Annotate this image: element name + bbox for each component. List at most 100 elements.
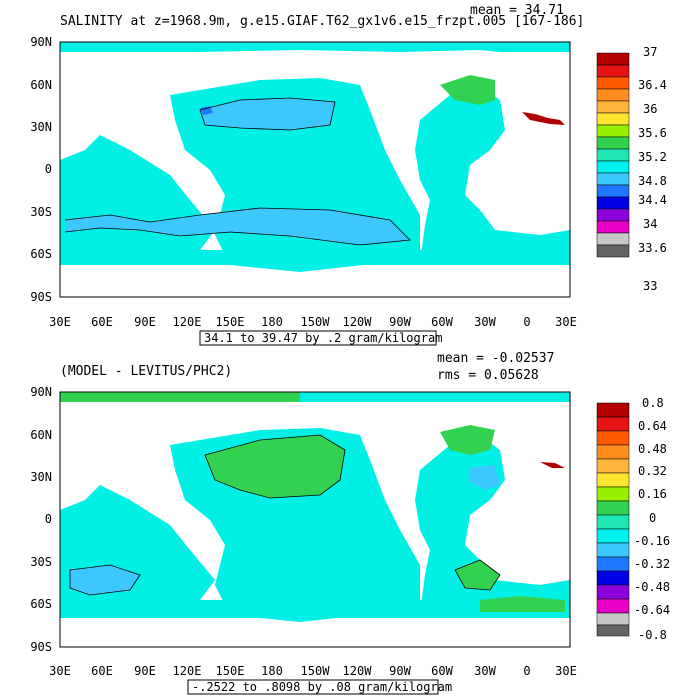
panel2-colorbar-label: -0.8 <box>638 628 667 642</box>
panel2-lon-label: 30E <box>555 664 577 678</box>
panel2-indian-blue <box>70 565 140 595</box>
panel1-lon-label: 180 <box>261 315 283 329</box>
panel2-contour <box>204 434 346 499</box>
panel1-lat-label: 30N <box>30 120 52 134</box>
panel2-ocean-arctic <box>60 392 300 402</box>
panel1-pacific-blue-patch <box>200 98 335 130</box>
panel1-lat-labels: 90N 60N 30N 0 30S 60S 90S <box>30 35 52 304</box>
panel2-lat-label: 0 <box>45 512 52 526</box>
panel1-ocean-southern <box>60 250 570 265</box>
panel2-lat-labels: 90N 60N 30N 0 30S 60S 90S <box>30 385 52 654</box>
panel1-colorbar-swatch <box>596 100 630 114</box>
panel1-title: SALINITY at z=1968.9m, g.e15.GIAF.T62_gx… <box>60 14 584 29</box>
panel2-colorbar-swatch <box>596 612 630 626</box>
panel2-colorbar-label: -0.32 <box>634 557 670 571</box>
panel2-lat-label: 30N <box>30 470 52 484</box>
salinity-panel: SALINITY at z=1968.9m, g.e15.GIAF.T62_gx… <box>30 3 667 346</box>
panel1-colorbar-label: 33 <box>643 279 657 293</box>
panel2-lon-label: 120E <box>173 664 202 678</box>
panel1-southern-blue-band <box>65 208 410 245</box>
panel2-north-atlantic-green <box>440 425 495 455</box>
panel2-contour-info-box <box>187 679 439 695</box>
panel1-colorbar-swatch <box>596 112 630 126</box>
panel2-colorbar-swatch <box>596 514 630 530</box>
panel1-lon-label: 60W <box>431 315 453 329</box>
panel1-lon-label: 0 <box>523 315 530 329</box>
panel1-lon-label: 120E <box>173 315 202 329</box>
panel2-colorbar-label: 0.48 <box>638 442 667 456</box>
panel1-colorbar-swatch <box>596 208 630 222</box>
panel1-contour-south <box>64 207 411 246</box>
panel1-map <box>59 41 571 298</box>
panel2-ocean-southern <box>60 600 570 618</box>
panel2-lon-label: 90W <box>389 664 411 678</box>
panel1-lat-label: 60N <box>30 78 52 92</box>
panel2-colorbar-swatch <box>596 402 630 418</box>
panel2-atlantic-blue <box>470 465 500 490</box>
panel2-rms: rms = 0.05628 <box>437 368 539 383</box>
panel2-frame <box>59 391 571 648</box>
panel2-lat-label: 90S <box>30 640 52 654</box>
panel2-contour-south <box>454 559 501 591</box>
panel2-lon-label: 120W <box>343 664 373 678</box>
panel2-colorbar-swatch <box>596 472 630 488</box>
panel2-lon-labels: 30E 60E 90E 120E 150E 180 150W 120W 90W … <box>49 664 577 678</box>
panel2-colorbar-label: 0.32 <box>638 464 667 478</box>
panel2-lon-label: 0 <box>523 664 530 678</box>
panel1-lon-label: 150E <box>216 315 245 329</box>
panel1-lon-label: 30E <box>49 315 71 329</box>
panel2-colorbar-swatch <box>596 542 630 558</box>
panel2-lon-label: 30W <box>474 664 496 678</box>
panel2-lat-label: 90N <box>30 385 52 399</box>
panel1-colorbar-swatch <box>596 232 630 246</box>
panel1-lat-label: 30S <box>30 205 52 219</box>
panel1-lat-label: 0 <box>45 162 52 176</box>
panel2-colorbar-swatch <box>596 416 630 432</box>
panel2-colorbar-label: -0.64 <box>634 603 670 617</box>
panel1-lon-label: 90W <box>389 315 411 329</box>
panel1-colorbar-swatch <box>596 124 630 138</box>
panel2-southern-green <box>480 596 565 612</box>
panel2-ocean-atlantic <box>415 435 570 615</box>
panel1-colorbar-swatch <box>596 172 630 186</box>
panel1-colorbar-label: 34 <box>643 217 657 231</box>
panel2-colorbar-label: 0 <box>649 511 656 525</box>
panel1-lon-label: 150W <box>301 315 331 329</box>
panel1-lat-label: 90S <box>30 290 52 304</box>
panel1-colorbar-label: 37 <box>643 45 657 59</box>
panel1-colorbar: 37 36.4 36 35.6 35.2 34.8 34.4 34 33.6 3… <box>596 45 667 293</box>
panel2-colorbar-swatch <box>596 444 630 460</box>
panel1-colorbar-label: 36 <box>643 102 657 116</box>
panel1-lat-label: 90N <box>30 35 52 49</box>
panel1-colorbar-label: 35.2 <box>638 150 667 164</box>
panel2-lon-label: 30E <box>49 664 71 678</box>
panel1-lon-label: 30W <box>474 315 496 329</box>
panel1-lon-label: 60E <box>91 315 113 329</box>
panel1-colorbar-swatch <box>596 244 630 258</box>
panel2-colorbar-swatch <box>596 584 630 600</box>
panel1-lon-labels: 30E 60E 90E 120E 150E 180 150W 120W 90W … <box>49 315 577 329</box>
panel2-lon-label: 180 <box>261 664 283 678</box>
panel1-colorbar-label: 34.8 <box>638 174 667 188</box>
panel1-lon-label: 90E <box>134 315 156 329</box>
panel1-contour <box>199 97 336 131</box>
panel2-lon-label: 150E <box>216 664 245 678</box>
panel2-mediterranean-red <box>540 462 565 468</box>
panel1-contour-info-box <box>199 330 437 346</box>
panel2-contour-indian <box>69 564 141 596</box>
panel2-colorbar-label: 0.16 <box>638 487 667 501</box>
panel1-colorbar-swatch <box>596 64 630 78</box>
panel2-colorbar-swatch <box>596 556 630 572</box>
panel2-colorbar-label: 0.64 <box>638 419 667 433</box>
panel2-south-atlantic-green <box>455 560 500 590</box>
panel2-ocean-arctic-east <box>300 392 570 402</box>
panel2-colorbar-swatch <box>596 528 630 544</box>
panel2-lat-label: 60S <box>30 597 52 611</box>
panel1-lon-label: 120W <box>343 315 373 329</box>
panel1-ocean-arctic <box>60 42 570 52</box>
panel2-colorbar-label: -0.16 <box>634 534 670 548</box>
panel1-colorbar-swatch <box>596 148 630 162</box>
panel1-colorbar-label: 33.6 <box>638 241 667 255</box>
panel2-mean: mean = -0.02537 <box>437 351 554 366</box>
panel2-colorbar-label: 0.8 <box>642 396 664 410</box>
